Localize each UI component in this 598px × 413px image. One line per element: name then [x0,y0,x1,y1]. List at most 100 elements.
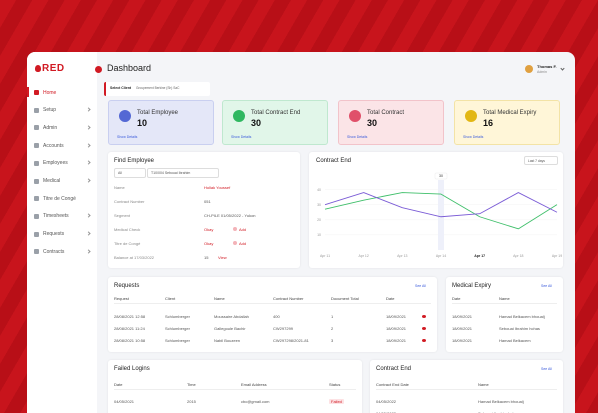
table-cell: CW297298/2021-81 [273,338,309,343]
column-header: Name [214,296,225,301]
table-cell: 04/05/2021 [114,399,135,404]
menu-item[interactable]: Titre de Congé [43,195,76,202]
avatar [525,65,533,73]
card-link[interactable]: Show Details [347,135,368,139]
table-cell: 400 [273,314,280,319]
chevron [560,66,565,71]
card-title: Total Employee [137,110,179,116]
column-header: Date [386,296,395,301]
header-rule [114,303,431,304]
field-label: Segment [114,213,131,218]
column-header: Status [329,382,341,387]
action-icon [233,227,237,231]
menu-item[interactable]: Requests [43,231,65,238]
field-value: CH-PILE 01/05/2022 - Yukon [204,213,256,218]
view-icon[interactable] [422,314,426,318]
x-tick-label: Apr 11 [320,254,330,258]
table-cell: Schlumberger [165,338,190,343]
table-cell: Schlumberger [165,314,190,319]
menu-icon [34,231,39,237]
menu-item[interactable]: Medical [43,178,61,184]
column-header: Time [187,382,196,387]
table-cell: 04/05/2022 [376,411,396,413]
field-label: Medical Check [114,227,141,232]
panel-title: Medical Expiry [452,283,492,289]
line-series [324,192,558,230]
card-icon [119,110,131,122]
menu-item[interactable]: Setup [43,107,57,114]
table-cell: 3 [331,338,334,343]
card-link[interactable]: Show Details [231,135,252,139]
table-cell: 18/09/2021 [386,314,407,319]
stat-card: Total Contract 30 Show Details [338,100,444,145]
field-value: Okay [204,227,214,232]
card-icon [233,110,245,122]
field-action[interactable]: Add [239,227,247,232]
menu-item[interactable]: Employees [43,160,68,167]
employee-value: T10/004 Sebouai Ibrahim [151,171,191,175]
menu-icon [34,160,39,166]
employee-select[interactable]: T10/004 Sebouai Ibrahim [147,168,219,178]
highlight-band [438,180,444,250]
card-link[interactable]: Show Details [463,135,484,139]
header-rule [452,303,557,304]
tooltip-label: 30 [439,174,443,178]
card-link[interactable]: Show Details [117,135,138,139]
tooltip [434,172,448,180]
range-select[interactable]: Last 7 days [524,156,558,165]
find-employee-panel: Find Employee All T10/004 Sebouai Ibrahim N… [108,152,300,268]
field-action[interactable]: Add [239,241,247,246]
menu-item[interactable]: Admin [43,124,58,131]
table-cell: Sebouai Ibrahim hchas [499,326,540,331]
table-cell: 1 [331,314,334,319]
field-value: 15 [204,255,209,260]
card-value: 30 [367,118,378,128]
field-value: 051 [204,199,211,204]
chevron [86,142,91,148]
filter-value: All [118,171,122,175]
table-cell: 18/09/2021 [386,326,407,331]
active-indicator [27,87,29,97]
card-value: 10 [137,118,148,128]
field-label: Balance at 17/03/2022 [114,255,155,260]
chart-title: Contract End [316,158,352,164]
menu-item[interactable]: Timesheets [43,213,69,220]
table-cell: 28/08/2021 10:58 [114,338,146,343]
field-label: Titre de Congé [114,241,141,246]
menu-item[interactable]: Home [43,89,57,96]
menu-item[interactable]: Contracts [43,248,65,255]
user-name[interactable]: Thomas F. [537,64,557,69]
table-cell: cbc@gmail.com [241,399,270,404]
view-icon[interactable] [422,326,426,330]
field-action[interactable]: View [218,255,227,260]
table-cell: 18/09/2021 [452,314,473,319]
table-cell: Schlumberger [165,326,190,331]
card-title: Total Medical Expiry [483,110,537,116]
select-value: Groupement Berkine (Sh) SaC [136,86,180,90]
chevron [86,125,91,130]
field-value: Okay [204,241,214,246]
client-select[interactable]: Select Client Groupement Berkine (Sh) SaC [104,82,210,96]
table-cell: 2015 [187,399,196,404]
menu-item[interactable]: Accounts [43,142,64,149]
y-tick-label: 40 [317,188,321,192]
menu-icon [34,90,39,95]
view-icon[interactable] [422,338,426,342]
column-header: Document Total [331,296,359,301]
column-header: Date [452,296,461,301]
table-cell: Gallegoule Bachir [214,326,246,331]
see-all[interactable]: See All [541,284,552,288]
logo-icon [35,65,41,72]
see-all[interactable]: See All [541,367,552,371]
see-all[interactable]: See All [415,284,426,288]
column-header: Date [114,382,123,387]
column-header: Request [114,296,129,301]
filter-select[interactable]: All [114,168,146,178]
chevron [86,107,91,112]
card-icon [465,110,477,122]
panel-title: Find Employee [114,158,155,164]
table-cell: Nabil Bouzeen [214,338,241,343]
table-cell: 2 [331,326,334,331]
card-value: 16 [483,118,494,128]
y-tick-label: 30 [317,203,321,207]
